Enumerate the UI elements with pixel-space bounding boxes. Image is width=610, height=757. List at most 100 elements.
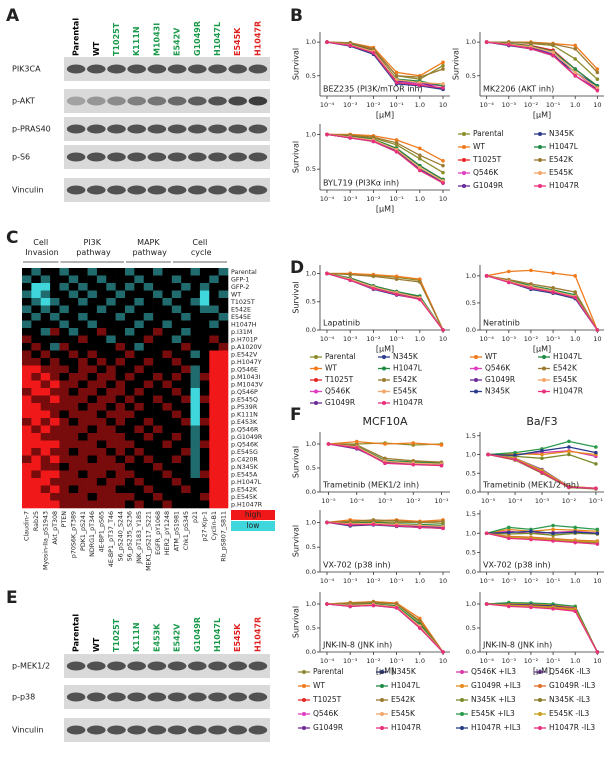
heatmap-cell xyxy=(40,433,51,441)
heatmap-cell xyxy=(96,320,107,329)
heatmap-cell xyxy=(134,463,145,471)
heatmap-cell xyxy=(181,320,191,329)
data-point xyxy=(439,443,444,447)
heatmap-cell xyxy=(125,433,135,441)
heatmap-cell xyxy=(22,455,32,464)
legend-marker xyxy=(460,684,464,688)
heatmap-cell xyxy=(115,313,126,321)
data-point xyxy=(383,461,387,466)
blot-band xyxy=(248,725,268,735)
blot-band xyxy=(167,725,187,735)
heatmap-cell xyxy=(181,478,191,486)
heatmap-cell xyxy=(153,335,163,344)
heatmap-cell xyxy=(125,380,135,389)
heatmap-cell xyxy=(199,433,210,441)
legend-label: WT xyxy=(473,142,485,151)
heatmap-cell xyxy=(143,418,154,426)
data-point xyxy=(348,43,352,48)
legend-label: T1025T xyxy=(324,375,354,384)
heatmap-cell xyxy=(40,275,51,284)
blot-band xyxy=(188,152,207,162)
legend-label: T1025T xyxy=(472,155,502,164)
heatmap-cell xyxy=(218,448,229,456)
heatmap-cell xyxy=(106,343,116,351)
heatmap-cell xyxy=(115,320,126,329)
blot-band xyxy=(228,64,247,74)
heatmap-cell xyxy=(125,298,135,306)
data-point xyxy=(595,70,600,75)
heatmap-cell xyxy=(59,283,70,291)
x-tick-label: 10⁻⁴ xyxy=(320,335,335,343)
x-tick-label: 10⁻⁵ xyxy=(321,497,336,505)
heatmap-cell xyxy=(162,433,173,441)
heatmap-cell xyxy=(68,403,79,411)
blot-band xyxy=(208,692,227,702)
heatmap-cell xyxy=(171,410,182,419)
heatmap-cell xyxy=(171,313,182,321)
heatmap-cell xyxy=(199,410,210,419)
heatmap-cell xyxy=(31,380,42,389)
heatmap-cell xyxy=(134,298,145,306)
series-line xyxy=(486,269,598,331)
heatmap-cell xyxy=(199,455,210,464)
heatmap-cell xyxy=(68,493,79,501)
heatmap-cell xyxy=(50,410,60,419)
y-tick-label: 1.0 xyxy=(306,440,316,448)
x-tick-label: 10⁻⁴ xyxy=(320,577,335,585)
heatmap-cell xyxy=(171,470,182,479)
heatmap-cell xyxy=(106,478,116,486)
row-label: E542E xyxy=(231,306,251,313)
data-point xyxy=(441,526,445,531)
heatmap-cell xyxy=(106,410,116,419)
x-tick-label: 10 xyxy=(593,657,601,665)
heatmap-cell xyxy=(87,388,98,396)
heatmap-cell xyxy=(78,463,88,471)
heatmap-cell xyxy=(115,493,126,501)
heatmap-cell xyxy=(134,373,145,381)
data-point xyxy=(594,450,598,455)
heatmap-cell xyxy=(115,455,126,464)
legend-label: Parental xyxy=(313,667,344,676)
heatmap-cell xyxy=(59,478,70,486)
heatmap-cell xyxy=(190,500,201,509)
data-point xyxy=(348,278,352,283)
heatmap-cell xyxy=(31,283,42,291)
heatmap-cell xyxy=(115,373,126,381)
heatmap-cell xyxy=(162,410,173,419)
blot-band xyxy=(188,124,207,134)
heatmap-cell xyxy=(78,493,88,501)
legend-marker xyxy=(542,378,546,382)
lane-label: T1025T xyxy=(112,618,121,652)
heatmap-cell xyxy=(78,380,88,389)
data-point xyxy=(573,70,578,75)
heatmap-cell xyxy=(181,448,191,456)
legend-marker xyxy=(380,670,384,674)
x-tick-label: 1.0 xyxy=(570,577,580,585)
heatmap-cell xyxy=(87,418,98,426)
heatmap-cell xyxy=(190,350,201,359)
blot-band xyxy=(188,185,207,195)
blot-band xyxy=(147,692,167,702)
heatmap-cell xyxy=(125,305,135,314)
data-point xyxy=(418,75,422,79)
heatmap-cell xyxy=(190,403,201,411)
heatmap-cell xyxy=(59,410,70,419)
panel-label: F xyxy=(290,405,302,425)
series-line xyxy=(326,272,444,331)
heatmap-cell xyxy=(50,328,60,336)
blot-band xyxy=(127,725,146,735)
row-label: GFP-2 xyxy=(231,284,249,291)
heatmap-cell xyxy=(22,425,32,434)
heatmap-cell xyxy=(115,478,126,486)
y-tick-label: 0.0 xyxy=(466,488,476,496)
y-tick-label: 0.5 xyxy=(306,298,316,306)
heatmap-cell xyxy=(22,395,32,404)
heatmap-cell xyxy=(125,358,135,366)
blot-band xyxy=(228,185,247,195)
series-line xyxy=(486,41,598,73)
y-axis-label: Survival xyxy=(292,446,301,478)
annotation: Lapatinib xyxy=(323,319,360,328)
legend-label: H1047L xyxy=(391,681,421,690)
heatmap-cell xyxy=(50,343,60,351)
heatmap-cell xyxy=(199,380,210,389)
